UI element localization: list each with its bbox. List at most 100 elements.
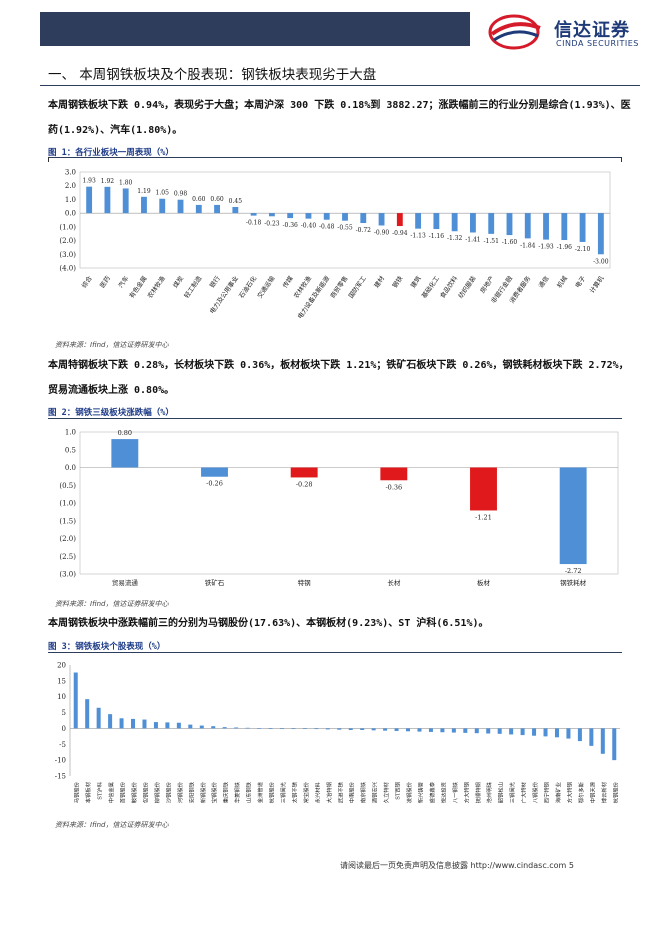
- category-label: 凌钢股份: [405, 781, 413, 803]
- bar: [73, 672, 78, 729]
- figure-1-caption: 图 1：各行业板块一周表现（%）: [48, 148, 174, 158]
- category-label: 久立特材: [382, 781, 390, 803]
- bar: [177, 199, 184, 214]
- bar: [86, 186, 93, 214]
- y-tick-label: 0.0: [65, 210, 76, 218]
- data-label: -1.32: [447, 235, 463, 242]
- y-tick-label: (1.5): [59, 517, 76, 525]
- category-label: 山东钢铁: [245, 781, 253, 803]
- category-label: 汽车: [116, 274, 131, 289]
- category-label: 永兴材料: [313, 781, 321, 803]
- y-tick-label: 1.0: [65, 429, 76, 437]
- category-label: 常宝股份: [302, 781, 310, 803]
- logo-text-cn: 信达证券: [554, 20, 630, 41]
- bar: [290, 467, 318, 478]
- bar: [305, 213, 312, 219]
- bar: [428, 728, 433, 732]
- category-label: 机械: [554, 273, 569, 289]
- bar: [201, 467, 228, 477]
- category-label: 商贸零售: [328, 274, 350, 300]
- bar: [176, 722, 181, 729]
- category-label: 重庆钢铁: [222, 781, 230, 803]
- data-label: -1.16: [429, 233, 445, 240]
- figure-3-caption: 图 3：钢铁板块个股表现（%）: [48, 642, 166, 652]
- y-tick-label: (4.0): [59, 265, 76, 273]
- bar: [287, 213, 294, 219]
- category-label: 沧州明珠: [485, 781, 493, 803]
- y-tick-label: 2.0: [65, 182, 76, 190]
- bar: [108, 714, 113, 729]
- y-tick-label: 0.0: [65, 464, 76, 472]
- category-label: 武进不锈: [336, 781, 344, 803]
- bar: [559, 467, 587, 565]
- category-label: 钢铁耗材: [560, 578, 587, 587]
- bar: [486, 728, 491, 734]
- bar: [85, 699, 90, 729]
- source-note-1: 资料来源：Ifind，信达证券研发中心: [55, 341, 169, 349]
- category-label: 本钢板材: [84, 781, 92, 803]
- category-label: 沙钢股份: [164, 781, 172, 803]
- category-label: 鞍钢股份: [130, 781, 138, 803]
- category-label: 计算机: [587, 273, 606, 294]
- category-label: 交通运输: [255, 273, 277, 299]
- bar: [232, 206, 239, 214]
- bar: [199, 725, 204, 729]
- bar: [302, 728, 307, 730]
- bar: [104, 186, 111, 214]
- footer-disclaimer: 请阅读最后一页免责声明及信息披露 http://www.cindasc.com …: [340, 861, 574, 870]
- data-label: 1.80: [119, 179, 133, 186]
- paragraph-subsector-summary: 本周特钢板块下跌 0.28%，长材板块下跌 0.36%，板材板块下跌 1.21%…: [48, 360, 629, 396]
- data-label: -0.40: [301, 223, 317, 230]
- bar: [371, 728, 376, 731]
- data-label: -0.94: [392, 230, 408, 237]
- category-label: ST西钢: [394, 782, 402, 800]
- data-label: -1.93: [538, 244, 554, 251]
- category-label: 西宁特钢: [543, 782, 551, 803]
- y-tick-label: (3.0): [59, 571, 76, 579]
- bar: [470, 213, 476, 233]
- bar: [96, 707, 101, 729]
- bar: [250, 213, 257, 216]
- bar: [433, 213, 440, 230]
- bar: [579, 213, 586, 242]
- data-label: -1.51: [484, 238, 499, 245]
- bar: [612, 728, 617, 761]
- bar: [122, 188, 129, 214]
- paragraph-stock-summary: 本周钢铁板块中涨跌幅前三的分别为马钢股份(17.63%)、本钢板材(9.23%)…: [48, 618, 489, 629]
- y-tick-label: (3.0): [59, 251, 76, 259]
- category-label: 基础化工: [419, 274, 441, 300]
- figure-1-rule: [48, 157, 622, 158]
- bar: [214, 204, 220, 214]
- section-rule: [40, 85, 640, 86]
- category-label: 铁矿石: [205, 578, 225, 587]
- bar: [342, 213, 348, 221]
- bar: [165, 722, 170, 729]
- chart-steel-stocks: 20 15 10 5 0 -5 -10 -15 马钢股份 本钢板材 ST沪科 中信金属 首钢股份 鞍钢股份…: [48, 656, 626, 819]
- category-label: 方大特钢: [565, 782, 573, 803]
- bar: [111, 439, 139, 468]
- bar: [543, 213, 549, 240]
- category-label: 抚顺特钢: [474, 782, 482, 803]
- paragraph-industry-summary: 本周钢铁板块下跌 0.94%，表现劣于大盘；本周沪深 300 下跌 0.18%到…: [48, 100, 631, 136]
- category-label: ST沪科: [96, 781, 104, 799]
- bar: [325, 728, 330, 730]
- category-label: 杭钢股份: [611, 781, 619, 803]
- bar: [131, 718, 136, 729]
- data-label: -0.26: [206, 480, 223, 488]
- category-label: 特钢: [298, 578, 312, 587]
- bar: [520, 728, 525, 736]
- bar: [463, 728, 468, 733]
- bar: [337, 728, 342, 730]
- category-label: 轻工制造: [182, 273, 204, 299]
- y-tick-label: 1.0: [65, 196, 76, 204]
- category-label: 建材: [372, 273, 387, 289]
- category-label: 海南矿业: [554, 782, 562, 803]
- data-label: -0.18: [246, 220, 262, 227]
- category-label: 首钢股份: [119, 781, 127, 803]
- category-label: 悦达投资: [439, 781, 447, 803]
- data-label: 0.60: [210, 196, 224, 203]
- data-label: -0.28: [296, 480, 313, 488]
- category-label: 盛德鑫泰: [428, 781, 436, 803]
- y-tick-label: 15: [57, 677, 66, 685]
- bar: [279, 728, 284, 730]
